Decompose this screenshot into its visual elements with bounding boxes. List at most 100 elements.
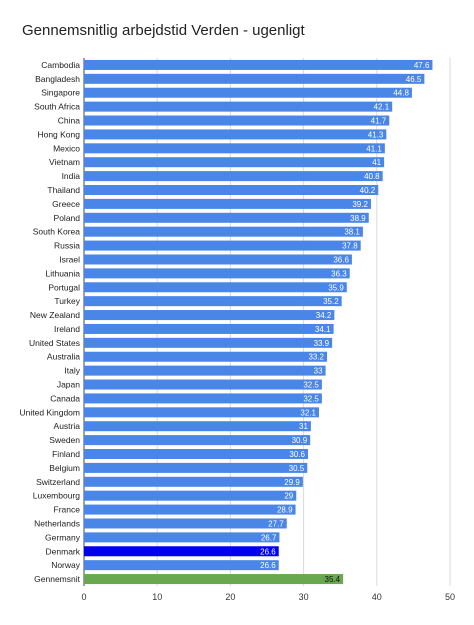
category-label: China	[58, 116, 80, 126]
bar	[84, 393, 322, 404]
category-label: New Zealand	[30, 310, 80, 320]
value-label: 32.5	[303, 381, 319, 390]
bar	[84, 143, 385, 154]
bar	[84, 337, 333, 348]
value-label: 33	[314, 367, 323, 376]
value-label: 29.9	[284, 478, 300, 487]
category-label: Portugal	[48, 282, 80, 292]
category-label: United Kingdom	[20, 407, 80, 417]
category-label: Italy	[64, 366, 80, 376]
category-label: Belgium	[49, 463, 80, 473]
category-label: Bangladesh	[35, 74, 80, 84]
value-label: 39.2	[352, 200, 368, 209]
value-label: 41	[372, 158, 381, 167]
category-label: Canada	[50, 393, 80, 403]
bar	[84, 226, 363, 237]
value-label: 33.2	[308, 353, 324, 362]
category-label: Greece	[52, 199, 80, 209]
category-label: Netherlands	[34, 518, 80, 528]
bar	[84, 518, 287, 529]
bar	[84, 323, 334, 334]
x-axis-ticks: 0 10 20 30 40 50	[81, 592, 455, 602]
value-label: 34.1	[315, 325, 331, 334]
bar	[84, 462, 308, 473]
category-label: Gennemsnit	[34, 574, 80, 584]
bar	[84, 365, 326, 376]
chart-title: Gennemsnitlig arbejdstid Verden - ugenli…	[22, 22, 305, 39]
bar	[84, 296, 342, 307]
bars	[84, 59, 433, 585]
value-label: 36.3	[331, 269, 347, 278]
bar	[84, 490, 297, 501]
bar	[84, 351, 328, 362]
bar	[84, 171, 383, 182]
x-tick-label: 50	[445, 592, 455, 602]
category-label: United States	[29, 338, 80, 348]
bar	[84, 184, 379, 196]
value-label: 47.6	[414, 61, 430, 70]
category-label: Denmark	[46, 546, 81, 556]
value-labels: 47.6 46.5 44.842.1 41.7 41.3 41.1 41 40.8 40.2 39…	[260, 61, 430, 584]
category-label: Luxembourg	[33, 491, 81, 501]
category-label: Australia	[47, 352, 80, 362]
category-label: Cambodia	[41, 60, 80, 70]
bar	[84, 310, 335, 321]
category-label: Finland	[52, 449, 80, 459]
x-tick-label: 0	[81, 592, 86, 602]
bar	[84, 504, 296, 515]
value-label: 41.7	[371, 117, 387, 126]
bar	[84, 59, 433, 70]
value-label: 35.4	[325, 575, 341, 584]
bar	[84, 407, 319, 418]
bar	[84, 421, 311, 432]
value-label: 30.5	[289, 464, 305, 473]
bar	[84, 560, 279, 571]
value-label: 37.8	[342, 242, 358, 251]
value-label: 26.6	[260, 561, 276, 570]
value-label: 34.2	[316, 311, 332, 320]
value-label: 41.1	[366, 144, 382, 153]
category-label: France	[54, 505, 81, 515]
value-label: 28.9	[277, 506, 293, 515]
bar	[84, 212, 369, 223]
category-label: Switzerland	[36, 477, 80, 487]
value-label: 32.1	[300, 408, 316, 417]
category-label: Lithuania	[45, 268, 80, 278]
bar	[84, 198, 371, 209]
value-label: 38.1	[344, 228, 360, 237]
value-label: 35.2	[323, 297, 339, 306]
value-label: 42.1	[374, 103, 390, 112]
bar	[84, 379, 322, 390]
bar	[84, 240, 361, 251]
value-label: 40.2	[360, 186, 376, 195]
bar	[84, 254, 352, 265]
value-label: 32.5	[303, 394, 319, 403]
bar	[84, 73, 425, 84]
bar	[84, 282, 347, 293]
bar	[84, 157, 385, 168]
bar	[84, 87, 412, 98]
category-label: Ireland	[54, 324, 80, 334]
category-label: Israel	[59, 254, 80, 264]
bar	[84, 101, 393, 112]
x-tick-label: 30	[299, 592, 309, 602]
value-label: 26.7	[261, 533, 277, 542]
value-label: 30.6	[289, 450, 305, 459]
value-label: 35.9	[328, 283, 344, 292]
value-label: 41.3	[368, 130, 384, 139]
category-label: Russia	[54, 241, 80, 251]
bar	[84, 546, 279, 557]
bar	[84, 448, 308, 460]
category-label: Sweden	[49, 435, 80, 445]
value-label: 38.9	[350, 214, 366, 223]
value-label: 26.6	[260, 547, 276, 556]
category-label: Japan	[57, 380, 80, 390]
category-label: Mexico	[53, 143, 80, 153]
x-tick-label: 10	[152, 592, 162, 602]
category-label: Hong Kong	[37, 129, 80, 139]
bar	[84, 476, 303, 487]
category-label: South Korea	[33, 227, 81, 237]
category-label: Austria	[54, 421, 81, 431]
category-label: Singapore	[41, 88, 80, 98]
